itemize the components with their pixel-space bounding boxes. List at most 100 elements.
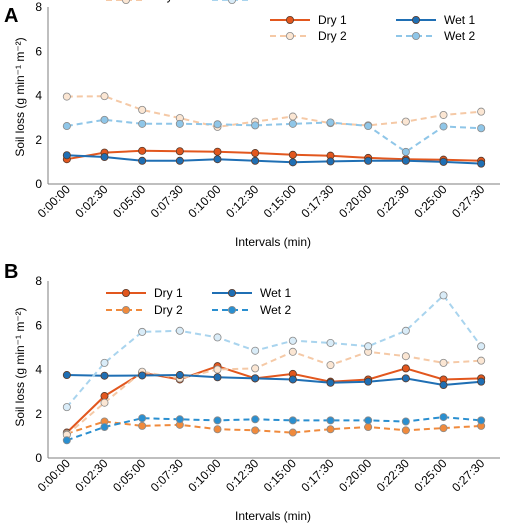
y-tick-label: 8 xyxy=(35,0,42,14)
x-tick-label: 0:05:00 xyxy=(110,182,148,220)
x-tick-label: 0:27:30 xyxy=(449,456,487,494)
legend-marker xyxy=(411,15,420,24)
data-point xyxy=(439,358,448,367)
x-tick-label: 0:15:00 xyxy=(261,182,299,220)
legend-item: Wet 1 xyxy=(212,286,291,300)
data-point xyxy=(401,156,410,165)
legend-marker xyxy=(227,305,236,314)
data-point xyxy=(477,416,486,425)
x-tick-label: 0:25:00 xyxy=(411,182,449,220)
data-point xyxy=(100,398,109,407)
data-point xyxy=(439,380,448,389)
x-tick-label: 0:17:30 xyxy=(298,456,336,494)
x-tick-label: 0:07:30 xyxy=(148,456,186,494)
data-point xyxy=(251,374,260,383)
y-tick-label: 6 xyxy=(35,318,42,332)
data-point xyxy=(364,156,373,165)
data-point xyxy=(175,415,184,424)
x-tick-label: 0:12:30 xyxy=(223,182,261,220)
data-point xyxy=(138,414,147,423)
data-point xyxy=(288,416,297,425)
series-line xyxy=(66,95,482,128)
data-point xyxy=(62,151,71,160)
data-point xyxy=(364,122,373,131)
data-point xyxy=(213,333,222,342)
data-point xyxy=(138,146,147,155)
data-point xyxy=(401,364,410,373)
legend-label: Dry 3 xyxy=(154,0,183,3)
data-point xyxy=(401,417,410,426)
data-point xyxy=(251,149,260,158)
legend-item: Wet 3 xyxy=(212,0,291,4)
x-axis-title: Intervals (min) xyxy=(235,509,311,523)
data-point xyxy=(213,155,222,164)
data-point xyxy=(138,371,147,380)
legend-marker xyxy=(228,0,236,4)
data-point xyxy=(439,424,448,433)
data-point xyxy=(100,153,109,162)
legend-marker xyxy=(227,288,236,297)
data-point xyxy=(213,120,222,129)
y-tick-label: 4 xyxy=(35,89,42,103)
series-line xyxy=(66,416,482,442)
y-tick-label: 2 xyxy=(35,407,42,421)
series-line xyxy=(66,293,483,408)
x-tick-label: 0:22:30 xyxy=(374,456,412,494)
series-wet-2 xyxy=(62,413,486,445)
data-point xyxy=(138,421,147,430)
legend-label: Wet 2 xyxy=(444,29,475,43)
x-tick-label: 0:17:30 xyxy=(298,182,336,220)
x-tick-label: 0:10:00 xyxy=(185,456,223,494)
series-line xyxy=(66,350,482,436)
legend-item: Wet 1 xyxy=(396,13,475,27)
data-point xyxy=(326,416,335,425)
y-axis-title: Soil loss (g min⁻¹ m⁻²) xyxy=(13,37,27,156)
data-point xyxy=(288,158,297,167)
legend-item: Dry 2 xyxy=(106,303,183,317)
data-point xyxy=(138,327,147,336)
data-point xyxy=(364,423,373,432)
x-tick-label: 0:10:00 xyxy=(185,182,223,220)
data-point xyxy=(288,375,297,384)
data-point xyxy=(401,374,410,383)
legend-item: Wet 2 xyxy=(212,303,291,317)
data-point xyxy=(364,342,373,351)
legend-marker xyxy=(411,32,420,41)
series-line xyxy=(66,118,482,154)
y-tick-label: 0 xyxy=(35,177,42,191)
legend-item: Dry 2 xyxy=(270,29,347,43)
y-tick-label: 4 xyxy=(35,363,42,377)
y-tick-label: 0 xyxy=(35,451,42,465)
legend-item: Wet 2 xyxy=(396,29,475,43)
legend-marker xyxy=(122,288,131,297)
legend-label: Dry 2 xyxy=(154,303,183,317)
data-point xyxy=(288,150,297,159)
data-point xyxy=(100,371,109,380)
series-wet-2 xyxy=(62,115,486,156)
data-point xyxy=(100,392,109,401)
legend-marker xyxy=(285,15,294,24)
legend-label: Wet 1 xyxy=(444,13,475,27)
series-dry-2 xyxy=(62,92,486,131)
data-point xyxy=(477,342,486,351)
data-point xyxy=(251,346,260,355)
data-point xyxy=(401,117,410,126)
series-wet-1 xyxy=(62,371,486,389)
legend: Dry 1 Dry 2 Dry 3 Wet 1 Wet 2 Wet 3 xyxy=(106,0,291,317)
data-point xyxy=(439,291,448,300)
chart-panel-b: B Soil loss (g min⁻¹ m⁻²) Intervals (min… xyxy=(4,0,500,523)
data-point xyxy=(175,326,184,335)
data-point xyxy=(251,364,260,373)
series-line xyxy=(66,154,482,165)
series-line xyxy=(66,420,482,435)
data-point xyxy=(439,122,448,131)
data-point xyxy=(477,377,486,386)
y-axis-title: Soil loss (g min⁻¹ m⁻²) xyxy=(13,307,27,426)
data-point xyxy=(213,147,222,156)
legend-label: Wet 3 xyxy=(260,0,291,3)
x-tick-label: 0:20:00 xyxy=(336,182,374,220)
legend-label: Dry 1 xyxy=(318,13,347,27)
data-point xyxy=(477,356,486,365)
data-point xyxy=(439,110,448,119)
data-point xyxy=(138,156,147,165)
